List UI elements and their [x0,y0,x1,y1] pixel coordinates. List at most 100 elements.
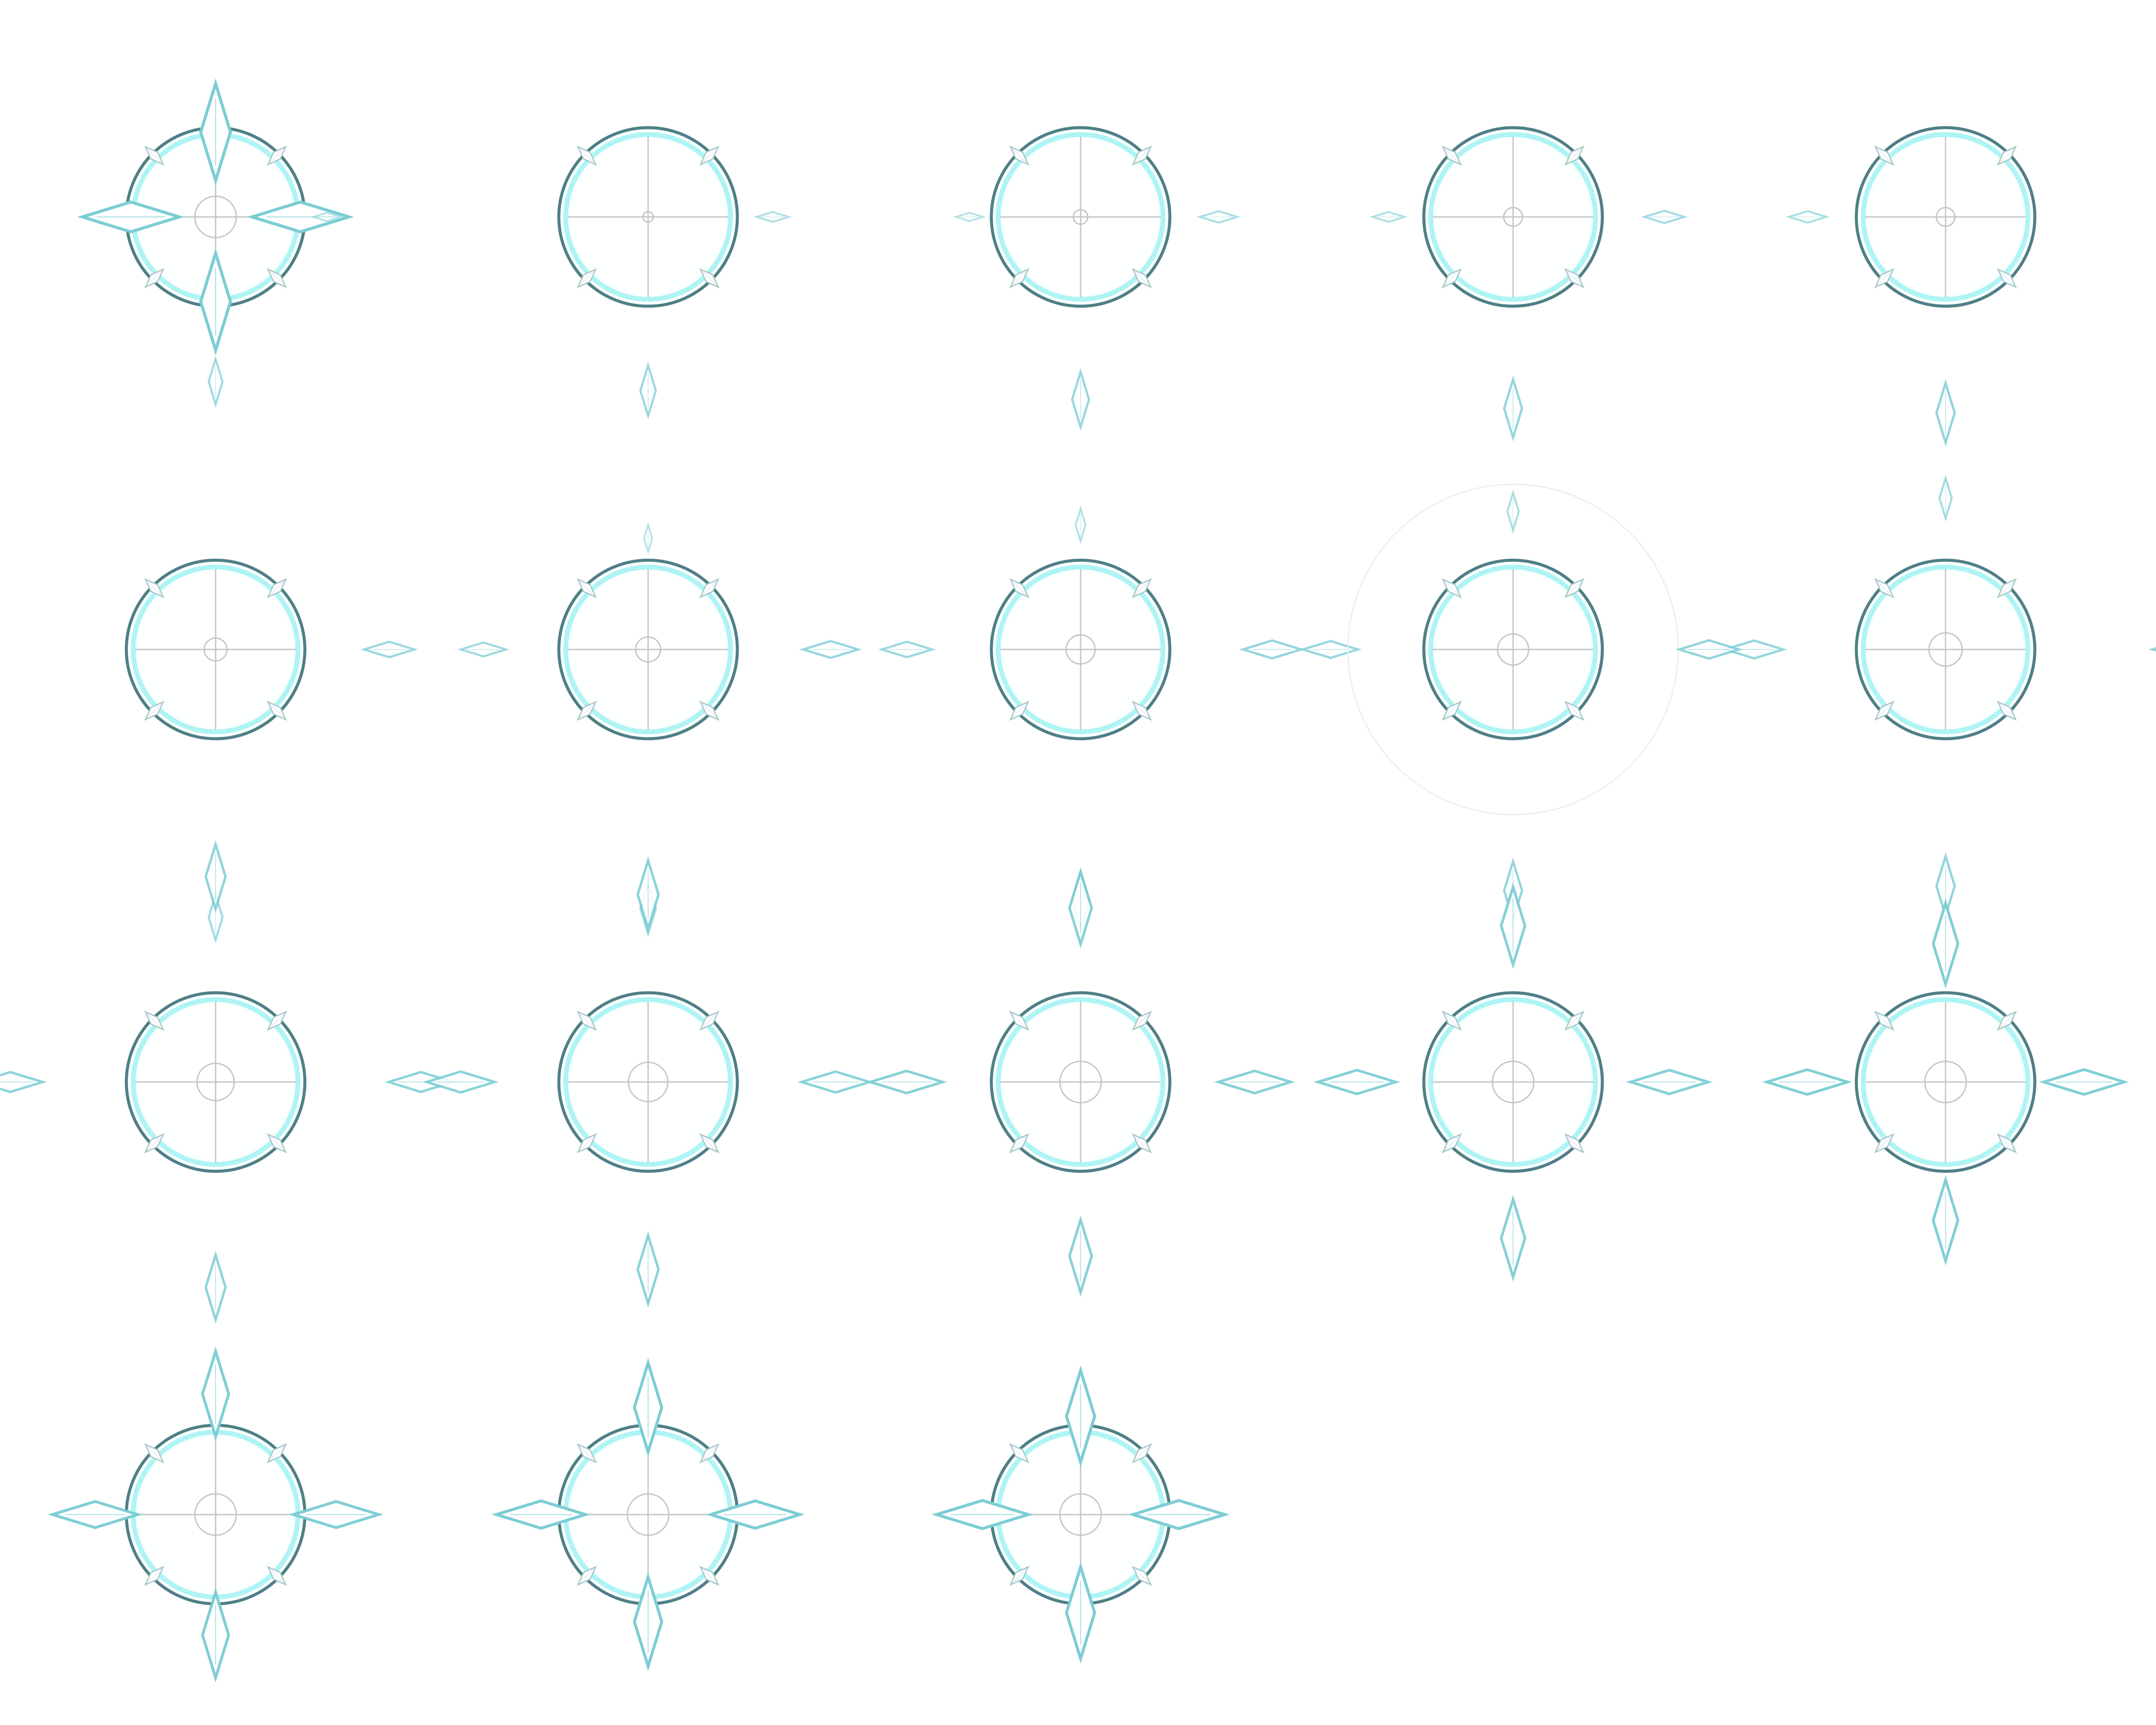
diamond-marker-icon [1506,489,1520,534]
diamond-marker-icon [639,361,657,420]
diamond-marker-icon [1500,1195,1526,1282]
diamond-marker-icon [633,1572,664,1672]
small-diamond-marker-icon [1996,578,2017,599]
crosshair-reticle-icon [642,211,654,223]
crosshair-reticle-icon [196,1063,235,1101]
diamond-marker-icon [1785,210,1830,224]
small-diamond-marker-icon [144,1133,165,1154]
reticle-frame [0,840,458,1324]
inner-glow-ring [1428,132,1598,302]
diamond-marker-icon [0,1071,47,1093]
small-diamond-marker-icon [1131,1133,1152,1154]
diamond-marker-icon [1500,882,1526,969]
crosshair-reticle-icon [1059,1493,1102,1536]
reticle-frame [491,1358,805,1672]
reticle-frame [47,1346,384,1683]
inner-glow-ring [996,997,1166,1167]
small-diamond-marker-icon [144,1010,165,1031]
small-diamond-marker-icon [1131,145,1152,166]
small-diamond-marker-icon [577,1133,597,1154]
diamond-marker-icon [1626,1069,1713,1095]
reticle-frame [753,126,1408,545]
small-diamond-marker-icon [1564,1010,1585,1031]
diamond-marker-icon [1299,640,1362,659]
diamond-marker-icon [201,1346,230,1442]
diamond-marker-icon [288,1500,384,1529]
crosshair-reticle-icon [1065,634,1096,665]
small-diamond-marker-icon [144,700,165,721]
small-diamond-marker-icon [1874,145,1895,166]
small-diamond-marker-icon [1131,700,1152,721]
diamond-marker-icon [457,641,510,658]
small-diamond-marker-icon [1564,268,1585,289]
diamond-marker-icon [384,1071,458,1093]
small-diamond-marker-icon [1996,145,2017,166]
crosshair-reticle-icon [1059,1060,1102,1104]
small-diamond-marker-icon [1874,700,1895,721]
small-diamond-marker-icon [266,145,287,166]
small-diamond-marker-icon [1564,145,1585,166]
diamond-marker-icon [643,521,653,555]
small-diamond-marker-icon [1009,700,1030,721]
diamond-marker-icon [310,212,344,222]
reticle-frame [1641,126,2037,522]
inner-glow-ring [563,132,733,302]
small-diamond-marker-icon [1564,700,1585,721]
small-diamond-marker-icon [1874,578,1895,599]
small-diamond-marker-icon [1131,1443,1152,1464]
inner-glow-ring [1861,997,2031,1167]
diamond-marker-icon [1239,639,1305,660]
small-diamond-marker-icon [144,1443,165,1464]
crosshair-reticle-icon [1492,1060,1535,1104]
diamond-marker-icon [1641,210,1688,224]
small-diamond-marker-icon [577,268,597,289]
small-diamond-marker-icon [1009,578,1030,599]
inner-glow-ring [563,565,733,734]
diamond-marker-icon [201,1587,230,1683]
crosshair-reticle-icon [1924,1060,1967,1104]
small-diamond-marker-icon [144,268,165,289]
small-diamond-marker-icon [1874,1133,1895,1154]
crosshair-reticle-icon [1503,207,1523,227]
small-diamond-marker-icon [1131,1010,1152,1031]
diamond-marker-icon [204,1251,227,1324]
small-diamond-marker-icon [1009,1010,1030,1031]
diamond-marker-icon [204,840,227,913]
diamond-marker-icon [931,1499,1034,1531]
diamond-marker-icon [247,200,354,234]
small-diamond-marker-icon [699,145,720,166]
small-diamond-marker-icon [577,578,597,599]
reticle-frame [866,867,1295,1297]
diamond-marker-icon [1938,474,1953,522]
small-diamond-marker-icon [144,578,165,599]
diamond-marker-icon [1931,898,1960,989]
small-diamond-marker-icon [144,1565,165,1586]
diamond-marker-icon [953,212,986,222]
reticle-frame [931,1365,1230,1664]
reticle-frame [1196,126,1830,534]
diamond-marker-icon [636,856,660,933]
small-diamond-marker-icon [1009,1443,1030,1464]
crosshair-reticle-icon [1935,207,1956,227]
crosshair-reticle-icon [1928,632,1963,667]
reticle-frame [1675,379,2156,920]
small-diamond-marker-icon [699,268,720,289]
inner-glow-ring [1428,565,1598,734]
diamond-marker-icon [1931,1175,1960,1266]
diamond-marker-icon [1675,639,1743,660]
small-diamond-marker-icon [1996,1010,2017,1031]
small-diamond-marker-icon [577,145,597,166]
inner-glow-ring [1428,997,1598,1167]
crosshair-reticle-icon [627,1493,670,1536]
reticle-frame [422,856,874,1308]
diamond-marker-icon [1762,1068,1852,1096]
inner-glow-ring [1861,565,2031,734]
crosshair-reticle-icon [204,637,228,662]
small-diamond-marker-icon [1564,1133,1585,1154]
diamond-marker-icon [797,1070,874,1094]
small-diamond-marker-icon [699,1565,720,1586]
diamond-marker-icon [207,355,224,408]
diamond-marker-icon [1068,1215,1093,1297]
diamond-marker-icon [878,640,936,659]
diamond-marker-icon [705,1499,805,1530]
